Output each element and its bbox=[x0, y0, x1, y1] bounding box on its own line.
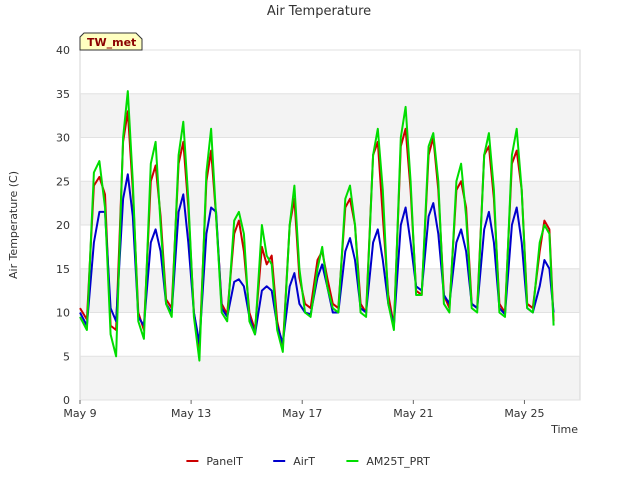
legend-label: AM25T_PRT bbox=[366, 455, 430, 468]
y-tick-label: 40 bbox=[56, 44, 70, 57]
y-tick-label: 5 bbox=[63, 350, 70, 363]
x-tick-label: May 13 bbox=[171, 407, 211, 420]
grid-band bbox=[80, 356, 580, 400]
x-axis-label: Time bbox=[550, 423, 578, 436]
y-tick-label: 35 bbox=[56, 88, 70, 101]
y-axis-ticks: 0 5 10 15 20 25 30 35 40 bbox=[56, 44, 580, 407]
y-tick-label: 20 bbox=[56, 219, 70, 232]
legend: PanelT AirT AM25T_PRT bbox=[186, 455, 430, 468]
series-line-am25t_prt bbox=[79, 90, 555, 362]
y-tick-label: 0 bbox=[63, 394, 70, 407]
station-label: TW_met bbox=[87, 36, 136, 49]
grid-band bbox=[80, 181, 580, 225]
y-tick-label: 25 bbox=[56, 175, 70, 188]
y-tick-label: 30 bbox=[56, 132, 70, 145]
legend-label: PanelT bbox=[206, 455, 243, 468]
series-lines bbox=[79, 90, 555, 362]
legend-label: AirT bbox=[293, 455, 315, 468]
chart-title: Air Temperature bbox=[267, 4, 371, 19]
x-tick-label: May 9 bbox=[63, 407, 96, 420]
x-tick-label: May 21 bbox=[393, 407, 433, 420]
station-label-box: TW_met bbox=[79, 32, 143, 51]
series-line-airt bbox=[79, 173, 555, 345]
x-axis-ticks: May 9 May 13 May 17 May 21 May 25 bbox=[63, 400, 545, 420]
x-tick-label: May 17 bbox=[282, 407, 322, 420]
y-axis-label: Air Temperature (C) bbox=[7, 171, 20, 279]
grid-band bbox=[80, 93, 580, 138]
y-tick-label: 10 bbox=[56, 307, 70, 320]
series-line-panelt bbox=[79, 110, 555, 351]
x-tick-label: May 25 bbox=[504, 407, 544, 420]
y-tick-label: 15 bbox=[56, 263, 70, 276]
background-bands bbox=[80, 93, 580, 400]
